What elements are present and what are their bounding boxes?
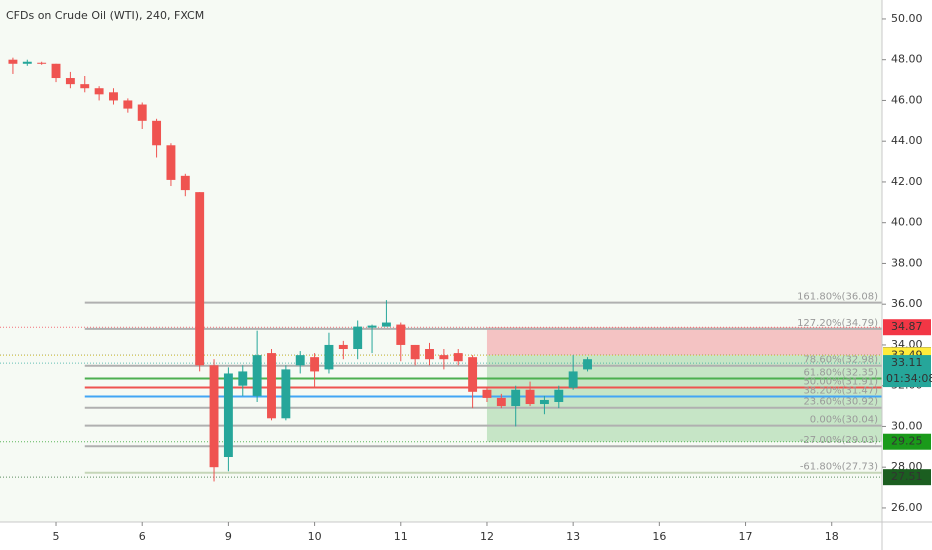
candle-body xyxy=(511,389,521,407)
candle-body xyxy=(468,357,478,392)
candle-body xyxy=(195,192,205,366)
candle-body xyxy=(180,175,190,191)
candle-body xyxy=(22,61,32,64)
fib-label: 23.60%(30.92) xyxy=(803,397,878,408)
countdown: 01:34:08 xyxy=(886,372,932,385)
plot-background xyxy=(0,0,882,522)
candle-body xyxy=(410,344,420,360)
y-tick-label: 40.00 xyxy=(891,216,923,229)
y-tick-label: 26.00 xyxy=(891,501,923,514)
x-tick-label: 17 xyxy=(739,530,753,543)
y-tick-label: 46.00 xyxy=(891,93,923,106)
price-label-box xyxy=(883,433,931,450)
candle-body xyxy=(396,324,406,345)
y-tick-label: 30.00 xyxy=(891,419,923,432)
y-tick-label: 50.00 xyxy=(891,12,923,25)
candle-body xyxy=(37,62,47,64)
candle-body xyxy=(338,344,348,350)
price-label-box xyxy=(883,355,931,388)
fib-label: 50.00%(31.91) xyxy=(803,377,878,388)
x-tick-label: 12 xyxy=(480,530,494,543)
y-tick-label: 38.00 xyxy=(891,256,923,269)
fib-label: -27.00%(29.03) xyxy=(800,435,878,446)
price-label: 29.25 xyxy=(891,435,923,448)
fib-label: 61.80%(32.35) xyxy=(803,368,878,379)
candle-body xyxy=(267,353,276,419)
candle-body xyxy=(539,399,549,405)
fib-label: 78.60%(32.98) xyxy=(803,355,878,366)
x-tick-label: 13 xyxy=(566,530,580,543)
candle-body xyxy=(381,322,391,327)
candle-body xyxy=(353,326,363,350)
candle-body xyxy=(525,389,535,405)
candle-body xyxy=(152,120,162,146)
candle-body xyxy=(496,397,506,407)
fib-label: -61.80%(27.73) xyxy=(800,462,878,473)
fib-label: 0.00%(30.04) xyxy=(810,415,878,426)
candle-body xyxy=(252,355,262,396)
price-label: 33.11 xyxy=(891,356,923,369)
candle-body xyxy=(238,371,248,386)
candle-body xyxy=(324,344,334,370)
fib-label: 38.20%(31.47) xyxy=(803,385,878,396)
fib-label: 127.20%(34.79) xyxy=(797,318,878,329)
candle-body xyxy=(94,88,104,95)
stop-zone xyxy=(486,327,882,356)
x-tick-label: 9 xyxy=(225,530,232,543)
x-tick-label: 11 xyxy=(394,530,408,543)
target-zone xyxy=(486,355,882,442)
candle-body xyxy=(223,373,233,458)
candle-body xyxy=(425,349,434,360)
y-tick-label: 48.00 xyxy=(891,53,923,66)
candle-body xyxy=(295,355,305,366)
candle-body xyxy=(51,63,61,79)
candle-body xyxy=(109,92,118,101)
candle-body xyxy=(367,325,377,328)
candle-body xyxy=(65,78,75,85)
candle-body xyxy=(123,100,133,109)
candle-body xyxy=(482,389,492,398)
x-tick-label: 10 xyxy=(308,530,322,543)
price-label-box xyxy=(883,469,931,486)
candle-body xyxy=(568,371,578,388)
candle-body xyxy=(310,357,320,372)
candle-body xyxy=(439,355,449,360)
candle-body xyxy=(453,353,463,362)
y-tick-label: 44.00 xyxy=(891,134,923,147)
candle-body xyxy=(166,145,176,180)
candle-body xyxy=(281,369,291,419)
x-tick-label: 16 xyxy=(652,530,666,543)
fib-label: 161.80%(36.08) xyxy=(797,292,878,303)
candle-body xyxy=(554,389,564,402)
y-tick-label: 36.00 xyxy=(891,297,923,310)
chart-title: CFDs on Crude Oil (WTI), 240, FXCM xyxy=(6,9,204,22)
candle-body xyxy=(80,84,90,89)
x-tick-label: 6 xyxy=(139,530,146,543)
candle-body xyxy=(137,104,147,121)
price-label: 34.87 xyxy=(891,320,923,333)
x-tick-label: 5 xyxy=(53,530,60,543)
x-tick-label: 18 xyxy=(825,530,839,543)
y-tick-label: 42.00 xyxy=(891,175,923,188)
price-label: 27.51 xyxy=(891,470,923,483)
candle-body xyxy=(8,59,18,64)
candle-body xyxy=(209,365,219,468)
candle-body xyxy=(583,359,592,370)
price-label-box xyxy=(883,319,931,336)
